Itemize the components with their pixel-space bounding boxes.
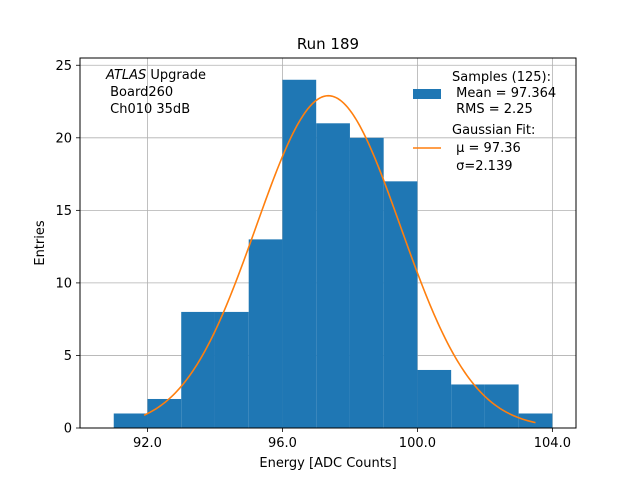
- histogram-bar-9: [417, 369, 452, 428]
- legend-fit-sigma: σ=2.139: [452, 159, 512, 174]
- chart-title: Run 189: [297, 35, 359, 53]
- fit-curve-layer: [143, 94, 536, 424]
- histogram-bar-5: [282, 79, 317, 428]
- histogram-bar-12: [518, 413, 553, 428]
- x-tick-label-3: 104.0: [534, 436, 571, 451]
- annotation-experiment: ATLAS: [105, 68, 146, 83]
- x-axis-ticks: 92.0 96.0 100.0 104.0: [133, 428, 571, 451]
- annotation-upgrade: Upgrade: [146, 68, 206, 83]
- histogram-bars: [113, 79, 553, 428]
- histogram-bar-11: [484, 384, 519, 428]
- legend-samples-mean: Mean = 97.364: [452, 86, 556, 101]
- legend-histogram-patch: [413, 89, 441, 99]
- legend-fit-header: Gaussian Fit:: [452, 123, 535, 138]
- histogram-bar-3: [214, 311, 249, 428]
- y-tick-label-3: 15: [55, 204, 72, 219]
- legend-samples-header: Samples (125):: [452, 70, 551, 85]
- y-tick-label-2: 10: [55, 276, 72, 291]
- gaussian-fit-curve: [143, 94, 536, 424]
- histogram-bar-8: [383, 181, 418, 428]
- legend-fit-mu: μ = 97.36: [452, 141, 521, 156]
- x-tick-label-2: 100.0: [399, 436, 436, 451]
- y-axis-ticks: 0 5 10 15 20 25: [55, 59, 80, 437]
- y-tick-label-0: 0: [64, 422, 72, 437]
- histogram-bar-7: [349, 137, 384, 428]
- legend-samples-rms: RMS = 2.25: [452, 102, 533, 117]
- annotation-line-2: Board260: [106, 85, 173, 100]
- annotation-line-1: ATLAS Upgrade: [105, 68, 206, 83]
- plot-frame: [79, 57, 577, 429]
- histogram-bar-6: [316, 123, 350, 428]
- x-axis-label: Energy [ADC Counts]: [259, 456, 396, 471]
- histogram-bar-2: [181, 311, 215, 428]
- x-tick-label-1: 96.0: [268, 436, 297, 451]
- y-axis-label: Entries: [33, 220, 48, 266]
- legend: Samples (125): Mean = 97.364 RMS = 2.25 …: [413, 70, 556, 174]
- annotation-line-3: Ch010 35dB: [106, 102, 190, 117]
- y-tick-label-4: 20: [55, 131, 72, 146]
- y-tick-label-5: 25: [55, 59, 72, 74]
- annotation-box: ATLAS Upgrade Board260 Ch010 35dB: [105, 68, 206, 117]
- x-tick-label-0: 92.0: [133, 436, 162, 451]
- histogram-bar-0: [113, 413, 148, 428]
- histogram-bar-4: [248, 239, 283, 428]
- y-tick-label-1: 5: [64, 349, 72, 364]
